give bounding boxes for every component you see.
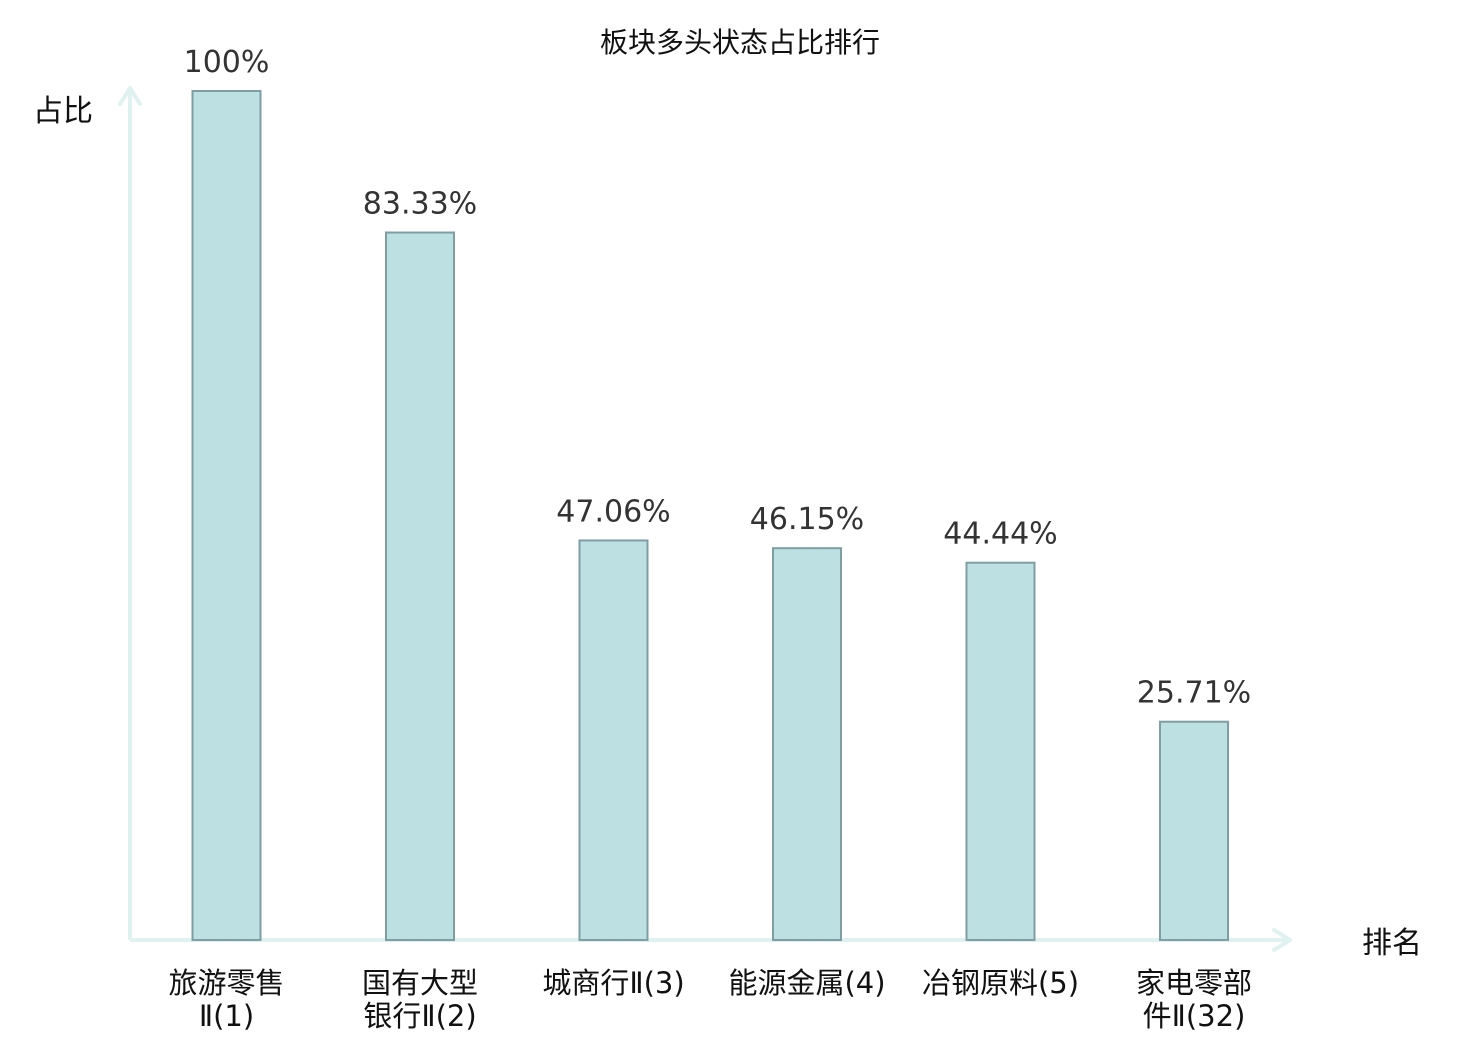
- data-label: 100%: [184, 45, 270, 80]
- bars-group: [191, 90, 1229, 942]
- x-axis-label: 排名: [1362, 926, 1422, 961]
- bar: [772, 547, 842, 942]
- x-tick-label: 家电零部: [1136, 966, 1252, 1000]
- data-label: 46.15%: [750, 502, 864, 537]
- x-tick-label: 银行Ⅱ(2): [363, 999, 476, 1033]
- value-labels-group: 100% 83.33% 47.06% 46.15% 44.44% 25.71%: [184, 45, 1252, 711]
- chart-title: 板块多头状态占比排行: [600, 26, 880, 59]
- data-label: 25.71%: [1137, 676, 1251, 711]
- x-tick-label: Ⅱ(1): [199, 999, 254, 1033]
- x-tick-label: 城商行Ⅱ(3): [542, 966, 684, 1000]
- data-label: 83.33%: [363, 187, 477, 222]
- data-label: 44.44%: [943, 517, 1057, 552]
- data-label: 47.06%: [556, 494, 670, 529]
- bar: [965, 561, 1036, 941]
- y-axis-arrow: [118, 86, 142, 106]
- bar: [191, 90, 262, 941]
- y-axis-label: 占比: [33, 94, 93, 129]
- x-tick-label: 件Ⅱ(32): [1143, 999, 1246, 1033]
- x-tick-label: 国有大型: [362, 966, 478, 1000]
- bar: [578, 539, 649, 941]
- axes: [118, 86, 1292, 952]
- x-tick-label: 旅游零售: [168, 966, 284, 1000]
- x-tick-label: 能源金属(4): [728, 966, 885, 1000]
- bar: [1159, 720, 1229, 941]
- x-axis-arrow: [1272, 928, 1292, 952]
- x-tick-label: 冶钢原料(5): [922, 966, 1079, 1000]
- bar: [385, 231, 455, 941]
